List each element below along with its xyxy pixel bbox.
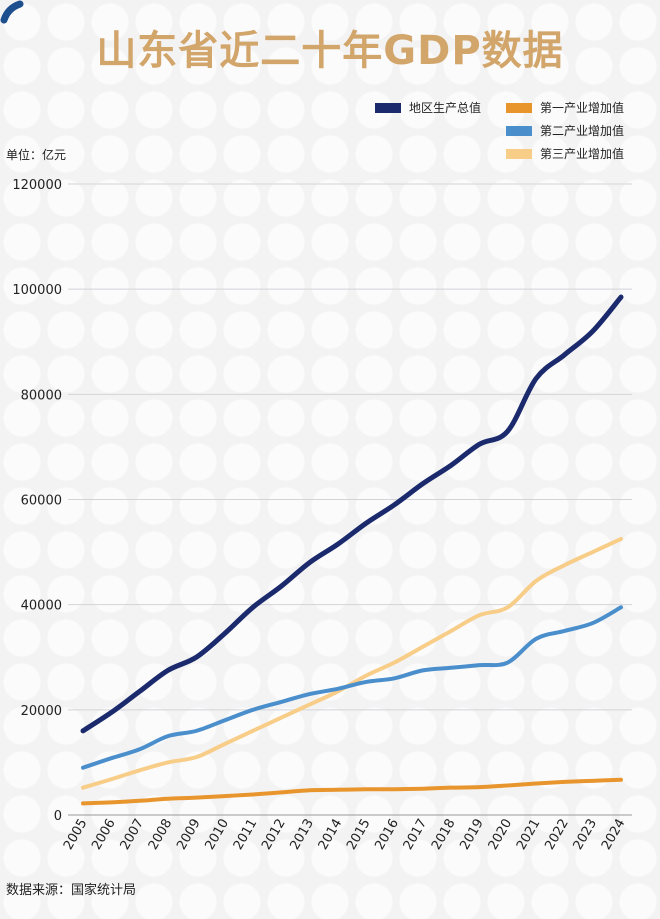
x-tick-label: 2019	[457, 817, 487, 853]
legend-label: 第一产业增加值	[540, 101, 625, 115]
y-tick-label: 60000	[21, 494, 62, 509]
legend-item-primary: 第一产业增加值	[506, 99, 624, 116]
y-tick-label: 120000	[12, 178, 62, 193]
x-tick-label: 2017	[401, 817, 431, 853]
y-tick-label: 80000	[21, 388, 62, 403]
y-tick-label: 40000	[21, 599, 62, 614]
y-tick-label: 20000	[21, 704, 62, 719]
y-tick-label: 100000	[12, 283, 62, 298]
x-tick-label: 2016	[372, 817, 402, 853]
legend-item-gdp: 地区生产总值	[375, 99, 481, 116]
x-tick-label: 2011	[231, 817, 261, 853]
x-tick-label: 2010	[203, 817, 233, 853]
series-line-0	[80, 294, 624, 734]
series-line-3	[81, 536, 623, 790]
x-tick-label: 2014	[316, 817, 346, 853]
legend-label: 第三产业增加值	[540, 147, 625, 161]
legend-item-secondary: 第二产业增加值	[506, 122, 624, 139]
x-tick-label: 2006	[89, 817, 119, 853]
x-tick-label: 2008	[146, 817, 176, 853]
x-tick-label: 2009	[174, 817, 204, 853]
series-line-1	[81, 777, 623, 806]
unit-label: 单位：亿元	[6, 148, 67, 162]
legend-swatch	[506, 148, 532, 159]
legend-item-tertiary: 第三产业增加值	[506, 145, 624, 162]
legend-label: 第二产业增加值	[540, 124, 625, 138]
x-tick-label: 2021	[514, 817, 544, 853]
x-tick-label: 2020	[486, 817, 516, 853]
x-tick-label: 2022	[542, 817, 572, 853]
x-tick-label: 2018	[429, 817, 459, 853]
x-tick-label: 2013	[287, 817, 317, 853]
legend-swatch	[506, 125, 532, 136]
x-tick-label: 2024	[599, 817, 629, 853]
x-tick-label: 2015	[344, 817, 374, 853]
legend-label: 地区生产总值	[409, 101, 482, 115]
x-tick-label: 2012	[259, 817, 289, 853]
series-line-2	[81, 605, 623, 770]
x-tick-label: 2023	[571, 817, 601, 853]
chart-title: 山东省近二十年GDP数据	[96, 28, 564, 74]
legend-swatch	[375, 102, 401, 113]
source-label: 数据来源：国家统计局	[6, 883, 137, 898]
x-tick-label: 2005	[61, 817, 91, 853]
y-tick-label: 0	[54, 809, 62, 824]
x-tick-label: 2007	[118, 817, 148, 853]
legend-swatch	[506, 102, 532, 113]
corner-decoration	[0, 0, 24, 24]
